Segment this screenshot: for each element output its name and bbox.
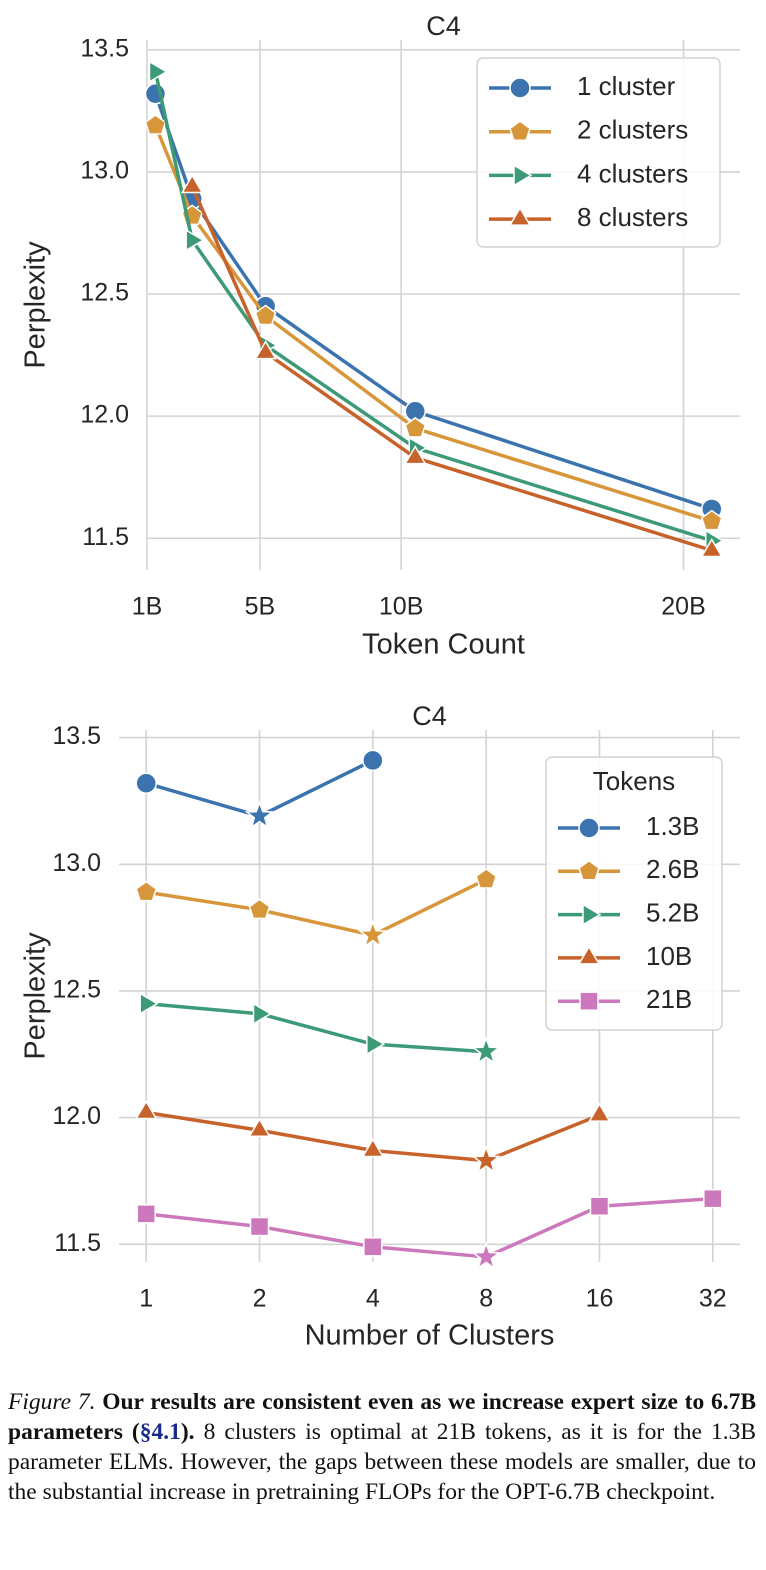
x-tick-label: 2 [253, 1285, 267, 1313]
x-axis-label: Token Count [362, 629, 525, 661]
data-point [148, 60, 168, 84]
data-point [357, 919, 388, 948]
y-tick-label: 12.5 [52, 976, 101, 1004]
y-axis-label: Perplexity [20, 241, 52, 369]
legend-label: 2 clusters [577, 115, 688, 145]
data-point [185, 228, 205, 252]
y-tick-label: 11.5 [82, 523, 129, 551]
data-point [252, 1002, 272, 1026]
data-point [248, 898, 271, 920]
legend-swatch-marker [513, 164, 533, 187]
x-tick-label: 1B [132, 593, 163, 621]
legend-label: 8 clusters [577, 202, 688, 232]
data-point [471, 1144, 502, 1174]
legend-swatch-marker [577, 945, 601, 965]
series-line [146, 1001, 487, 1054]
data-point [254, 304, 277, 326]
data-point [136, 1204, 156, 1224]
legend-swatch-marker [578, 817, 600, 839]
legend-swatch-marker [579, 991, 599, 1011]
data-point [403, 445, 427, 465]
x-axis-label: Number of Clusters [305, 1320, 555, 1352]
x-tick-label: 32 [699, 1285, 727, 1313]
x-tick-label: 20B [661, 593, 705, 621]
caption-label: Figure 7. [8, 1389, 96, 1415]
figure-caption: Figure 7. Our results are consistent eve… [8, 1387, 756, 1507]
data-point [244, 800, 275, 829]
data-point [144, 114, 167, 135]
data-point [589, 1196, 610, 1217]
legend-swatch-marker [578, 859, 600, 881]
data-point [471, 1036, 502, 1065]
y-tick-label: 13.0 [80, 156, 129, 184]
data-point [361, 1138, 385, 1158]
legend-swatch-marker [508, 206, 532, 226]
x-tick-label: 1 [139, 1285, 153, 1313]
data-point [700, 537, 724, 558]
chart: 11.5 12.0 12.5 13.0 13.5 1B 5B 10B 20B C4 Token Co… [20, 11, 740, 661]
series-line [146, 1196, 713, 1259]
data-point [363, 1237, 383, 1257]
legend-label: 10B [646, 941, 692, 971]
data-point [135, 772, 157, 794]
chart: 11.5 12.0 12.5 13.0 13.5 1 2 4 8 16 32 C4 Number of … [20, 701, 740, 1352]
data-point [139, 992, 159, 1015]
legend-box [476, 57, 721, 248]
data-point [135, 880, 158, 902]
legend-swatch-marker [509, 77, 531, 99]
legend-swatch-marker [509, 120, 531, 141]
chart-title: C4 [426, 11, 461, 41]
y-tick-label: 12.0 [80, 401, 129, 429]
x-tick-label: 16 [586, 1285, 614, 1313]
y-tick-label: 13.5 [52, 722, 101, 750]
data-point [471, 1241, 502, 1270]
y-tick-label: 13.0 [52, 849, 101, 877]
data-point [703, 1188, 723, 1209]
data-point [475, 868, 498, 889]
data-point [180, 174, 204, 194]
data-point [366, 1032, 386, 1056]
legend-label: 1.3B [646, 811, 700, 841]
x-tick-label: 10B [379, 593, 423, 621]
legend-label: 2.6B [646, 854, 700, 884]
y-tick-label: 12.0 [52, 1102, 101, 1130]
y-tick-label: 12.5 [80, 279, 129, 307]
data-point [249, 1216, 270, 1237]
x-tick-label: 5B [245, 593, 276, 621]
caption-bold-end: ). [180, 1419, 195, 1445]
y-tick-label: 13.5 [80, 34, 129, 62]
data-point [700, 509, 723, 531]
legend-box [545, 756, 723, 1031]
legend-label: 5.2B [646, 897, 700, 927]
caption-bold: Our results are consistent even as we in… [8, 1389, 757, 1445]
x-tick-label: 4 [366, 1285, 380, 1313]
y-axis-label: Perplexity [20, 932, 52, 1060]
legend-title: Tokens [593, 766, 675, 796]
x-tick-label: 8 [479, 1285, 493, 1313]
series-line [145, 877, 487, 937]
series-line [190, 185, 713, 553]
y-tick-label: 11.5 [54, 1229, 101, 1257]
data-point [254, 340, 277, 360]
caption-text: 8 clusters is optimal at 21B tokens, as … [8, 1419, 756, 1505]
legend-label: 4 clusters [577, 158, 688, 188]
data-point [134, 1100, 158, 1120]
legend-swatch-marker [582, 903, 602, 926]
data-point [248, 1117, 271, 1138]
data-point [588, 1102, 611, 1122]
legend-label: 21B [646, 984, 692, 1014]
legend-label: 1 cluster [577, 71, 676, 101]
chart-title: C4 [412, 701, 447, 731]
data-point [404, 416, 427, 438]
data-point [362, 749, 384, 772]
caption-link[interactable]: §4.1 [139, 1419, 181, 1445]
